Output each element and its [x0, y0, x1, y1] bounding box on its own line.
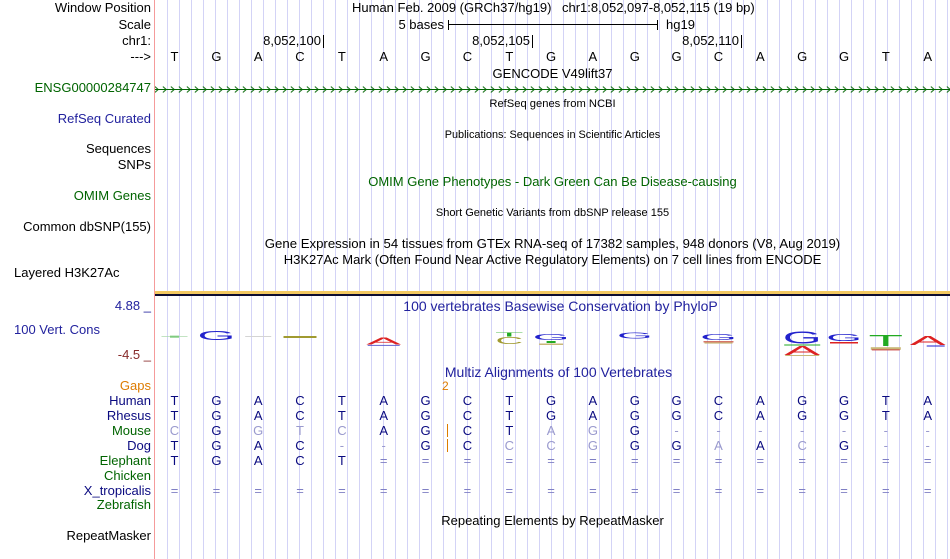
svg-text:G: G [783, 328, 822, 347]
svg-text:A: A [910, 334, 947, 348]
svg-text:G: G [826, 332, 862, 343]
svg-text:G: G [617, 331, 653, 340]
svg-text:A: A [366, 336, 402, 347]
svg-text:T: T [868, 332, 903, 349]
svg-text:G: G [197, 328, 235, 343]
svg-text:C: C [495, 335, 523, 346]
svg-text:G: G [533, 333, 570, 342]
svg-text:T: T [495, 332, 524, 338]
svg-text:A: A [784, 344, 820, 358]
svg-text:G: G [700, 333, 737, 342]
